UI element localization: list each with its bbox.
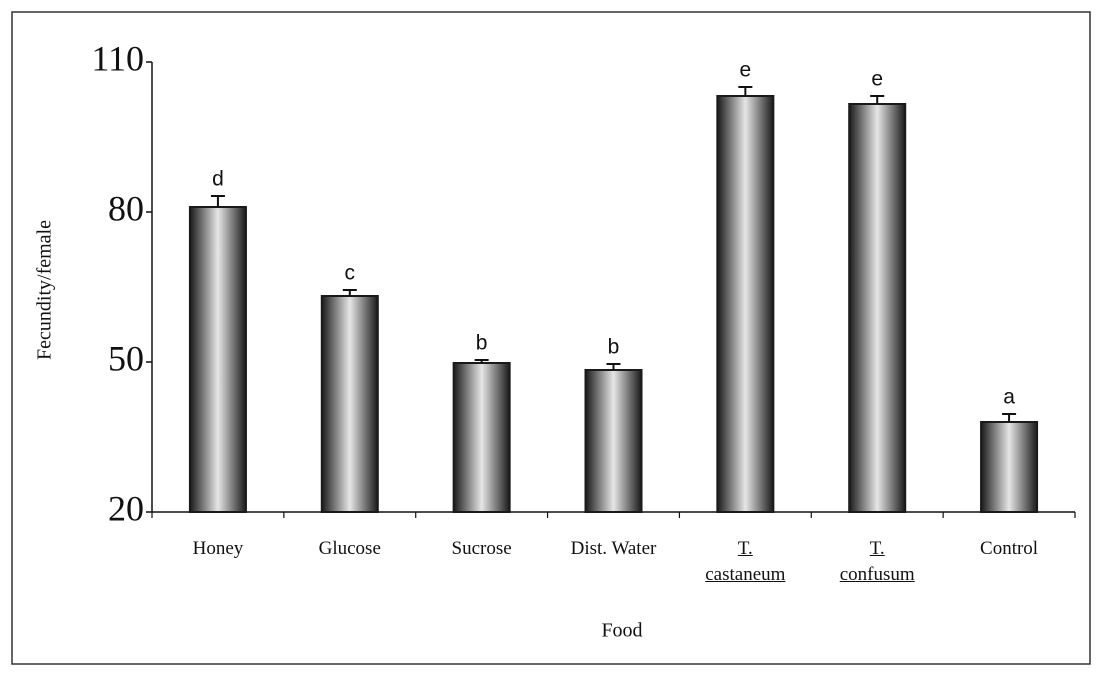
significance-letter: a [1003, 386, 1015, 409]
x-tick-label: Dist. Water [570, 538, 657, 559]
x-tick-label: Sucrose [451, 538, 512, 559]
y-tick-label: 80 [108, 188, 144, 228]
y-tick-label: 110 [91, 38, 144, 78]
bar [452, 362, 511, 513]
bar [980, 421, 1039, 513]
significance-letter: d [212, 168, 224, 191]
frame [11, 11, 1091, 665]
bar [320, 295, 379, 513]
x-tick-label-box: Control [980, 538, 1039, 559]
x-tick-label-box: Sucrose [451, 538, 512, 559]
x-tick-label: Control [980, 538, 1039, 559]
y-tick-label: 50 [108, 338, 144, 378]
x-tick-label: Honey [192, 538, 244, 559]
x-axis-title: Food [601, 620, 642, 642]
x-tick-label-box: T. castaneum [705, 538, 786, 585]
x-tick-label-box: Glucose [318, 538, 381, 559]
x-tick-label: T. castaneum [705, 538, 786, 585]
x-tick-label: T. confusum [839, 538, 915, 585]
bar [584, 369, 643, 513]
x-tick-label-box: Honey [192, 538, 244, 559]
bar [188, 206, 247, 513]
significance-letter: c [345, 262, 356, 285]
x-tick-label-box: Dist. Water [570, 538, 657, 559]
significance-letter: b [608, 336, 620, 359]
x-tick-label: Glucose [318, 538, 381, 559]
bar [848, 103, 907, 513]
y-axis-title: Fecundity/female [34, 220, 56, 360]
significance-letter: b [476, 332, 488, 355]
significance-letter: e [740, 59, 752, 82]
y-tick-label: 20 [108, 488, 144, 528]
significance-letter: e [871, 68, 883, 91]
bar [716, 95, 775, 513]
x-tick-label-box: T. confusum [839, 538, 915, 585]
